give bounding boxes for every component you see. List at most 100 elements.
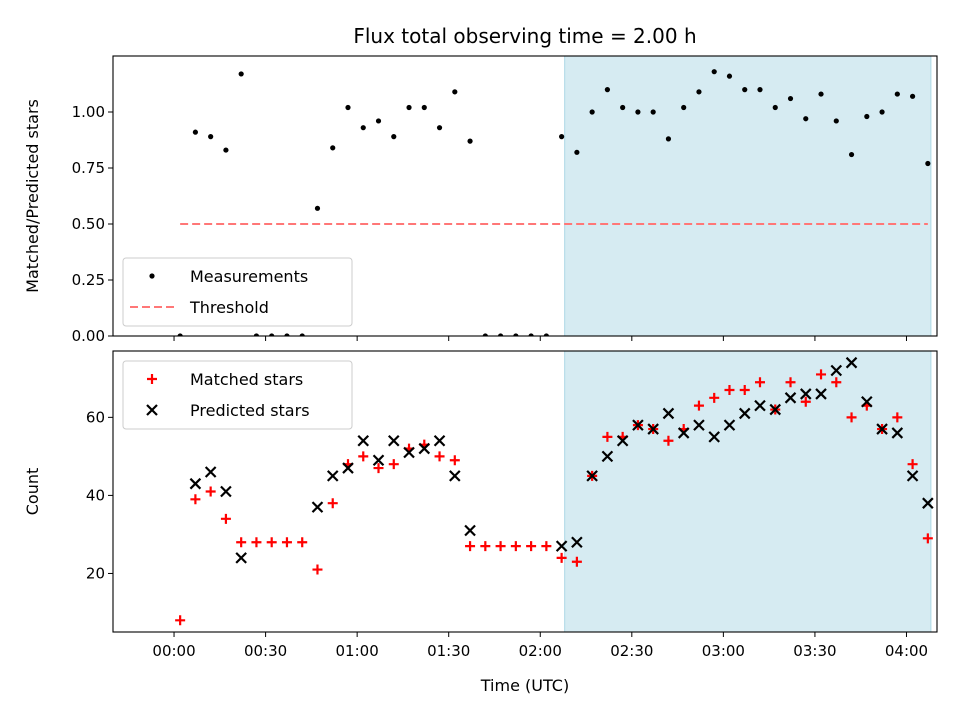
predicted-star-point	[601, 450, 614, 463]
matched-star-point	[312, 564, 323, 575]
matched-star-point	[754, 377, 765, 388]
matched-star-point	[663, 435, 674, 446]
matched-star-point	[266, 537, 277, 548]
measurement-point	[482, 333, 488, 336]
matched-star-point	[220, 513, 231, 524]
measurement-point	[848, 151, 855, 158]
matched-star-point	[510, 541, 521, 552]
measurement-point	[726, 73, 733, 79]
measurement-point	[528, 333, 534, 336]
legend-label: Predicted stars	[190, 401, 310, 420]
measurement-point	[467, 138, 473, 144]
predicted-star-point	[555, 540, 568, 552]
predicted-star-point	[433, 434, 446, 447]
matched-star-point	[892, 412, 903, 423]
legend: Measurements Threshold	[122, 257, 353, 327]
matched-star-point	[465, 541, 476, 552]
matched-star-point	[739, 385, 750, 396]
measurement-point	[894, 91, 900, 97]
measurement-point	[406, 104, 412, 111]
measurement-point	[864, 113, 870, 120]
y-tick-label: 0.00	[72, 327, 105, 345]
measurement-point	[833, 118, 839, 124]
measurement-point	[696, 89, 702, 95]
matched-star-point	[388, 459, 399, 470]
measurement-point	[559, 134, 565, 140]
matched-star-point	[495, 541, 506, 552]
series-predicted-stars	[189, 356, 934, 564]
matched-star-point	[785, 377, 796, 388]
predicted-star-point	[632, 419, 644, 431]
predicted-star-point	[616, 434, 629, 447]
predicted-star-point	[586, 470, 598, 482]
predicted-star-point	[464, 524, 476, 537]
predicted-star-point	[799, 388, 812, 400]
matched-star-point	[175, 615, 186, 626]
matched-star-point	[602, 431, 613, 442]
measurement-point	[375, 118, 382, 124]
panels: 0.00 0.25 0.50 0.75 1.00 Matched/Predicted st…	[23, 24, 938, 695]
predicted-star-point	[571, 536, 583, 549]
y-tick-label: 1.00	[72, 103, 105, 121]
measurement-point	[238, 71, 244, 77]
measurement-point	[620, 104, 626, 111]
chart-title: Flux total observing time = 2.00 h	[353, 24, 696, 48]
x-tick-label: 04:00	[885, 642, 928, 660]
legend-box	[122, 257, 353, 327]
y-tick-label: 0.75	[72, 159, 105, 177]
predicted-star-point	[311, 501, 324, 513]
y-tick-label: 20	[86, 564, 105, 582]
measurement-point	[223, 147, 229, 153]
measurement-point	[253, 333, 260, 336]
x-tick-label: 02:30	[610, 642, 653, 660]
measurement-point	[879, 109, 885, 115]
series-matched-stars	[175, 369, 933, 626]
predicted-star-point	[876, 423, 888, 435]
highlight-span	[564, 350, 932, 633]
measurement-point	[192, 129, 198, 135]
measurement-point	[681, 104, 687, 111]
measurement-point	[436, 125, 443, 131]
axes-frame	[112, 55, 938, 337]
predicted-star-point	[906, 470, 919, 482]
matched-star-point	[846, 412, 857, 423]
predicted-star-point	[372, 454, 385, 467]
measurement-point	[665, 136, 672, 142]
measurement-point	[330, 145, 336, 151]
measurement-point	[604, 87, 611, 93]
predicted-star-point	[723, 419, 736, 431]
y-tick-label: 60	[86, 408, 105, 426]
panel-2: 20 40 60 00:00 00:30 01:00 01:30 02:00 02:30 03:0…	[23, 350, 938, 695]
y-tick-label: 0.25	[72, 271, 105, 289]
measurement-point	[299, 333, 305, 336]
highlight-span	[564, 55, 932, 337]
matched-star-point	[236, 537, 247, 548]
legend-marker-x	[146, 404, 158, 416]
predicted-star-point	[693, 419, 705, 431]
predicted-star-point	[647, 423, 659, 435]
measurement-point	[742, 87, 748, 93]
legend-label: Threshold	[189, 298, 269, 317]
y-axis-label: Matched/Predicted stars	[23, 99, 42, 293]
predicted-star-point	[357, 434, 370, 447]
legend-marker-dot	[149, 273, 155, 279]
predicted-star-point	[662, 407, 675, 420]
measurement-point	[574, 149, 580, 155]
x-axis-label: Time (UTC)	[480, 676, 569, 695]
matched-star-point	[449, 455, 460, 466]
legend-label: Matched stars	[190, 370, 303, 389]
matched-star-point	[541, 541, 552, 552]
matched-star-point	[922, 533, 933, 544]
predicted-star-point	[220, 485, 232, 498]
predicted-star-point	[342, 462, 354, 474]
measurement-point	[177, 333, 183, 336]
measurement-point	[497, 333, 504, 336]
matched-star-point	[800, 396, 811, 407]
measurement-point	[208, 134, 214, 140]
matched-star-point	[434, 451, 445, 462]
measurement-point	[787, 95, 794, 102]
y-tick-label: 40	[86, 486, 105, 504]
predicted-star-point	[204, 466, 217, 478]
predicted-star-point	[235, 552, 247, 564]
